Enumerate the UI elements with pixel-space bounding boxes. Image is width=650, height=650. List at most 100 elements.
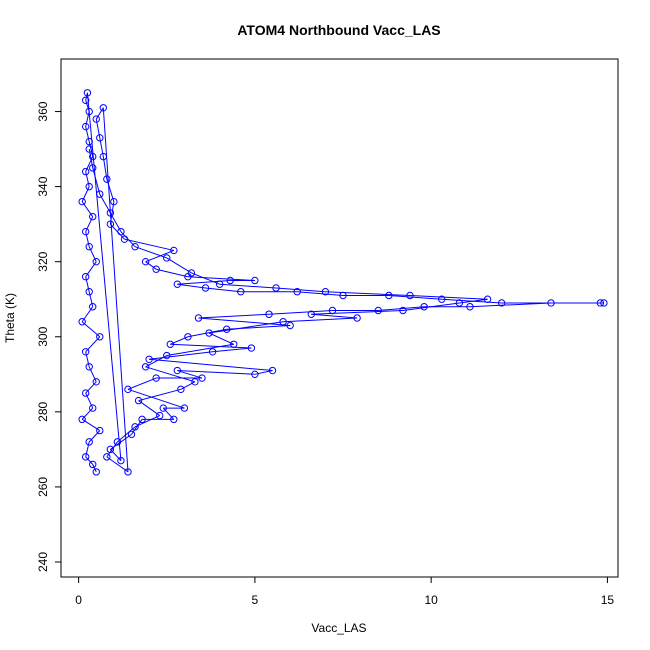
series-line-segment — [459, 298, 488, 304]
data-point — [81, 122, 90, 131]
data-point — [483, 295, 492, 303]
data-point — [96, 426, 104, 435]
series-line-segment — [124, 238, 174, 251]
x-tick-label: 0 — [75, 593, 82, 607]
series-line-segment — [138, 388, 181, 402]
series-line-segment — [311, 309, 403, 315]
data-point — [272, 284, 280, 292]
data-point — [339, 291, 347, 300]
data-point — [152, 374, 160, 382]
series-line-segment — [85, 381, 97, 394]
series-line-segment — [92, 167, 101, 195]
series-line-segment — [138, 400, 160, 417]
series-line-segment — [198, 313, 270, 319]
series-line-segment — [88, 246, 97, 262]
y-tick-label: 260 — [36, 477, 50, 497]
data-point — [385, 291, 393, 300]
data-point — [81, 96, 90, 104]
data-point — [78, 197, 86, 206]
data-point — [251, 276, 259, 285]
x-axis: 0 5 10 15 — [75, 576, 614, 607]
series-line-segment — [134, 246, 167, 259]
data-point — [124, 385, 132, 394]
x-tick-label: 5 — [252, 593, 259, 607]
data-point — [96, 134, 104, 142]
data-point — [399, 306, 407, 315]
data-point — [120, 235, 129, 243]
series-line-segment — [85, 392, 94, 409]
data-point — [145, 355, 153, 363]
series-line-segment — [88, 141, 94, 157]
data-point — [124, 468, 132, 476]
data-point — [208, 348, 217, 356]
data-point — [106, 209, 115, 217]
data-point — [265, 310, 273, 318]
series-line-segment — [325, 291, 411, 296]
series-line-segment — [81, 321, 101, 338]
data-point — [81, 348, 90, 356]
data-point — [99, 104, 108, 112]
series-line-segment — [187, 276, 255, 281]
data-point — [466, 303, 474, 311]
series-line-segment — [402, 302, 460, 311]
data-point — [251, 370, 259, 379]
data-point — [353, 314, 361, 322]
data-point — [497, 299, 506, 307]
data-point — [81, 227, 90, 236]
data-point — [89, 460, 97, 469]
data-point — [85, 438, 93, 446]
series-line-segment — [191, 272, 220, 285]
series-layer — [78, 89, 608, 476]
data-point — [205, 329, 213, 337]
series-line-segment — [180, 381, 196, 390]
series-line-segment — [283, 317, 358, 323]
data-point — [547, 299, 555, 307]
data-point — [374, 306, 382, 315]
data-point — [85, 242, 93, 251]
series-line-segment — [177, 370, 255, 375]
data-point — [117, 227, 125, 236]
series-line-segment — [92, 464, 97, 473]
data-point — [103, 453, 111, 461]
series-line-segment — [85, 171, 90, 187]
series-line-segment — [409, 294, 488, 300]
series-line-segment — [166, 343, 234, 357]
data-point — [83, 89, 92, 97]
series-line-segment — [177, 283, 206, 289]
data-point — [113, 438, 122, 446]
data-point — [198, 374, 206, 382]
series-line-segment — [170, 343, 252, 349]
data-point — [92, 378, 100, 386]
data-point — [163, 351, 171, 360]
data-point — [159, 404, 167, 412]
series-line-segment — [276, 287, 326, 293]
series-line-segment — [85, 126, 90, 142]
series-line-segment — [117, 426, 136, 443]
data-point — [173, 280, 182, 288]
series-line-segment — [127, 377, 157, 390]
data-point — [127, 430, 136, 439]
series-line-segment — [88, 291, 94, 307]
data-point — [201, 284, 210, 292]
data-point — [247, 344, 256, 352]
data-point — [92, 115, 100, 123]
series-line-segment — [208, 332, 234, 345]
series-line-segment — [198, 317, 291, 327]
data-point — [156, 411, 164, 420]
data-point — [89, 164, 97, 172]
data-point — [293, 288, 301, 296]
series-line-segment — [85, 276, 90, 292]
x-axis-label: Vacc_LAS — [311, 621, 366, 635]
series-line-segment — [268, 309, 333, 315]
data-point — [170, 246, 178, 255]
series-line-segment — [187, 328, 227, 338]
data-point — [131, 242, 139, 251]
data-point — [163, 254, 171, 262]
series-line-segment — [85, 216, 94, 232]
data-point — [279, 318, 287, 326]
y-axis: 240 260 280 300 320 340 360 — [36, 101, 62, 572]
data-point — [286, 321, 294, 330]
series-line-segment — [162, 407, 175, 420]
data-point — [85, 363, 93, 371]
